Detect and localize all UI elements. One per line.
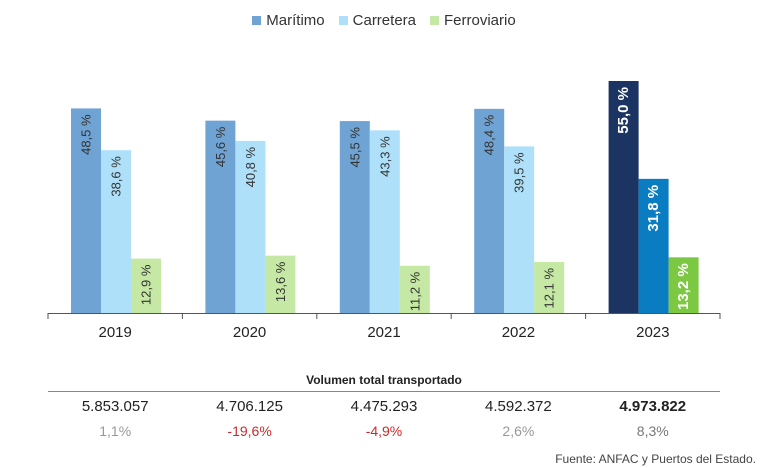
volume-2021: 4.475.293 (350, 398, 418, 415)
data-label-ferroviario-2021: 11,2 % (407, 271, 422, 311)
x-tick-label-2019: 2019 (99, 324, 132, 341)
data-label-carretera-2022: 39,5 % (512, 152, 527, 193)
bar-carretera-2021 (369, 130, 400, 313)
volume-2022: 4.592.372 (485, 398, 552, 415)
volume-2020: 4.706.125 (216, 398, 283, 415)
volume-row: 5.853.057 4.706.125 4.475.293 4.592.372 … (48, 398, 720, 415)
legend-item-ferroviario: Ferroviario (430, 12, 516, 29)
data-label-martimo-2020: 45,6 % (213, 126, 228, 167)
legend-swatch-ferroviario (430, 16, 439, 25)
data-label-ferroviario-2022: 12,1 % (542, 268, 557, 309)
change-2021: -4,9% (365, 423, 403, 439)
chart-legend: Marítimo Carretera Ferroviario (0, 12, 768, 29)
bar-ferroviario-2021 (399, 265, 430, 313)
data-label-ferroviario-2020: 13,6 % (273, 261, 288, 302)
volume-2019: 5.853.057 (81, 398, 149, 415)
totals-divider (48, 391, 720, 392)
bar-martimo-2023 (608, 81, 639, 313)
bar-ferroviario-2020 (265, 255, 296, 313)
legend-swatch-maritimo (252, 16, 262, 25)
totals-title: Volumen total transportado (306, 373, 462, 387)
volume-2023: 4.973.822 (619, 398, 687, 415)
legend-label-ferroviario: Ferroviario (444, 12, 516, 29)
data-label-martimo-2019: 48,5 % (79, 114, 94, 155)
change-2022: 2,6% (502, 423, 535, 439)
data-label-ferroviario-2019: 12,9 % (139, 264, 154, 305)
legend-item-carretera: Carretera (338, 12, 416, 29)
legend-item-maritimo: Marítimo (252, 12, 325, 29)
x-tick-label-2022: 2022 (502, 324, 535, 341)
bar-carretera-2020 (235, 140, 266, 313)
legend-swatch-carretera (338, 16, 348, 25)
data-label-martimo-2021: 45,5 % (347, 127, 362, 168)
change-2023: 8,3% (636, 423, 669, 439)
bar-ferroviario-2023 (668, 257, 699, 313)
bar-ferroviario-2019 (131, 258, 161, 313)
x-tick-label-2021: 2021 (367, 324, 400, 341)
data-label-carretera-2020: 40,8 % (243, 146, 258, 187)
bar-carretera-2022 (504, 146, 535, 313)
bar-martimo-2021 (339, 121, 370, 313)
bar-carretera-2023 (638, 178, 669, 313)
x-tick-label-2020: 2020 (233, 324, 266, 341)
change-row: 1,1% -19,6% -4,9% 2,6% 8,3% (48, 423, 720, 439)
change-2019: 1,1% (99, 423, 132, 439)
data-label-martimo-2022: 48,4 % (482, 114, 497, 155)
data-label-carretera-2021: 43,3 % (377, 136, 392, 177)
bar-ferroviario-2022 (534, 261, 565, 313)
legend-label-carretera: Carretera (352, 12, 416, 29)
bar-carretera-2019 (101, 150, 131, 313)
bar-martimo-2020 (205, 120, 236, 313)
legend-label-maritimo: Marítimo (266, 12, 325, 29)
change-2020: -19,6% (227, 423, 272, 439)
data-label-carretera-2023: 31,8 % (645, 185, 662, 232)
bar-chart: 48,5 % 38,6 % 12,9 % 2019 45,6 % 40,8 % 13,6 %… (47, 81, 721, 341)
x-tick-label-2023: 2023 (636, 324, 669, 341)
data-label-martimo-2023: 55,0 % (615, 87, 632, 134)
bar-martimo-2022 (474, 108, 505, 313)
data-label-carretera-2019: 38,6 % (109, 156, 124, 197)
source-note: Fuente: ANFAC y Puertos del Estado. (555, 452, 756, 466)
bar-martimo-2019 (71, 108, 101, 313)
data-label-ferroviario-2023: 13,2 % (675, 263, 692, 310)
